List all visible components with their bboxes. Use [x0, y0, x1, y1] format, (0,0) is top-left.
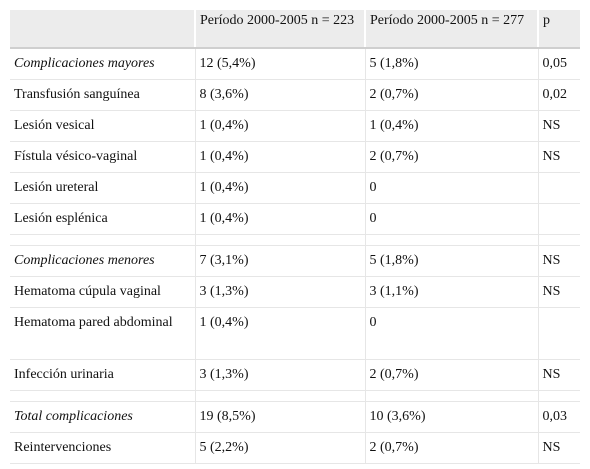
cell-p-value: 0,02 — [537, 79, 580, 111]
cell-p-value — [537, 203, 580, 235]
cell-period-1: 8 (3,6%) — [194, 79, 365, 111]
cell-p-value: 0,03 — [537, 401, 580, 433]
cell-period-1: 3 (1,3%) — [194, 276, 365, 308]
cell-p-value — [537, 172, 580, 204]
cell-period-2: 2 (0,7%) — [364, 359, 538, 391]
cell-period-1: 1 (0,4%) — [194, 141, 365, 173]
cell-period-1: 1 (0,4%) — [194, 172, 365, 204]
table-header-row: Período 2000-2005 n = 223 Período 2000-2… — [10, 10, 580, 49]
row-label: Hematoma pared abdominal — [10, 307, 195, 360]
table-row: Hematoma cúpula vaginal 3 (1,3%) 3 (1,1%… — [10, 276, 580, 308]
header-cell-label — [10, 10, 195, 49]
row-label: Lesión ureteral — [10, 172, 195, 204]
cell-period-2: 2 (0,7%) — [364, 79, 538, 111]
header-cell-period-2: Período 2000-2005 n = 277 — [364, 10, 538, 49]
cell-p-value: NS — [537, 432, 580, 464]
cell-p-value: NS — [537, 110, 580, 142]
row-label: Total complicaciones — [10, 401, 195, 433]
cell-period-1: 1 (0,4%) — [194, 110, 365, 142]
cell-period-2: 1 (0,4%) — [364, 110, 538, 142]
cell-period-2: 2 (0,7%) — [364, 432, 538, 464]
spacer-row — [10, 390, 580, 402]
cell-period-2: 0 — [364, 203, 538, 235]
table-row: Lesión esplénica 1 (0,4%) 0 — [10, 203, 580, 235]
header-cell-p: p — [537, 10, 580, 49]
cell-period-2: 0 — [364, 307, 538, 360]
table-row: Complicaciones mayores 12 (5,4%) 5 (1,8%… — [10, 48, 580, 80]
cell-period-1: 1 (0,4%) — [194, 307, 365, 360]
row-label: Complicaciones menores — [10, 245, 195, 277]
row-label: Transfusión sanguínea — [10, 79, 195, 111]
cell-p-value: 0,05 — [537, 48, 580, 80]
row-label: Infección urinaria — [10, 359, 195, 391]
row-label: Reintervenciones — [10, 432, 195, 464]
cell-p-value: NS — [537, 276, 580, 308]
header-cell-period-1: Período 2000-2005 n = 223 — [194, 10, 365, 49]
cell-period-1: 1 (0,4%) — [194, 203, 365, 235]
table-row: Transfusión sanguínea 8 (3,6%) 2 (0,7%) … — [10, 79, 580, 111]
table-row: Fístula vésico-vaginal 1 (0,4%) 2 (0,7%)… — [10, 141, 580, 173]
cell-p-value — [537, 307, 580, 360]
row-label: Fístula vésico-vaginal — [10, 141, 195, 173]
cell-period-2: 3 (1,1%) — [364, 276, 538, 308]
complications-table: Período 2000-2005 n = 223 Período 2000-2… — [10, 10, 580, 464]
table-row: Complicaciones menores 7 (3,1%) 5 (1,8%)… — [10, 245, 580, 277]
cell-period-2: 5 (1,8%) — [364, 48, 538, 80]
cell-period-2: 2 (0,7%) — [364, 141, 538, 173]
table-row: Total complicaciones 19 (8,5%) 10 (3,6%)… — [10, 401, 580, 433]
spacer-row — [10, 234, 580, 246]
cell-period-1: 5 (2,2%) — [194, 432, 365, 464]
cell-period-1: 19 (8,5%) — [194, 401, 365, 433]
cell-period-1: 3 (1,3%) — [194, 359, 365, 391]
cell-period-2: 0 — [364, 172, 538, 204]
table-row: Lesión vesical 1 (0,4%) 1 (0,4%) NS — [10, 110, 580, 142]
cell-p-value: NS — [537, 359, 580, 391]
table-row: Reintervenciones 5 (2,2%) 2 (0,7%) NS — [10, 432, 580, 464]
cell-period-2: 5 (1,8%) — [364, 245, 538, 277]
cell-period-2: 10 (3,6%) — [364, 401, 538, 433]
table-row: Lesión ureteral 1 (0,4%) 0 — [10, 172, 580, 204]
table-row: Hematoma pared abdominal 1 (0,4%) 0 — [10, 307, 580, 360]
cell-p-value: NS — [537, 245, 580, 277]
row-label: Hematoma cúpula vaginal — [10, 276, 195, 308]
row-label: Complicaciones mayores — [10, 48, 195, 80]
row-label: Lesión vesical — [10, 110, 195, 142]
row-label: Lesión esplénica — [10, 203, 195, 235]
table-row: Infección urinaria 3 (1,3%) 2 (0,7%) NS — [10, 359, 580, 391]
cell-period-1: 12 (5,4%) — [194, 48, 365, 80]
cell-p-value: NS — [537, 141, 580, 173]
cell-period-1: 7 (3,1%) — [194, 245, 365, 277]
